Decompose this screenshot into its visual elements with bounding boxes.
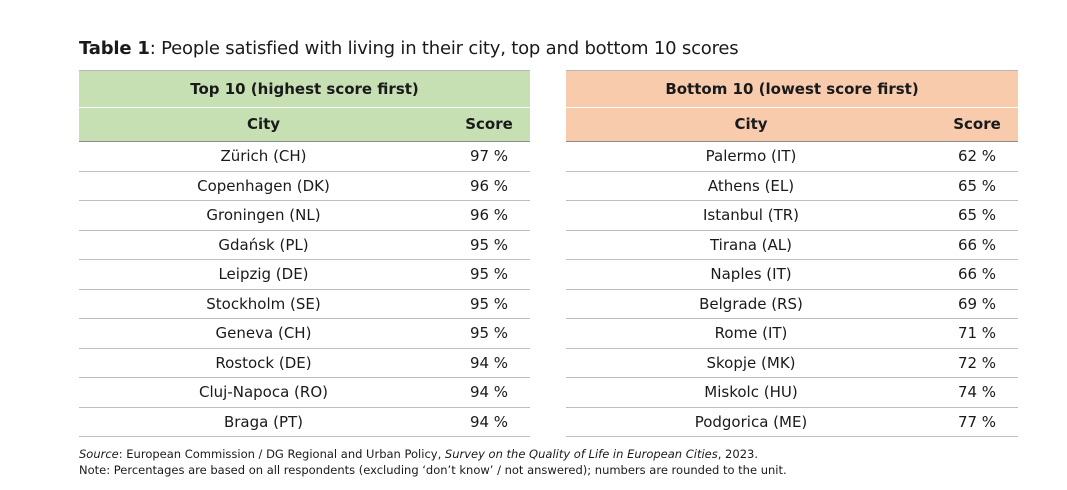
- score-cell: 65 %: [957, 206, 997, 224]
- score-cell: 65 %: [957, 176, 997, 195]
- table-row: Leipzig (DE) 95 %: [79, 260, 530, 290]
- table-row: Gdańsk (PL) 95 %: [79, 231, 530, 260]
- city-cell: Skopje (MK): [706, 353, 796, 372]
- table-row: Athens (EL) 65 %: [566, 172, 1018, 201]
- city-cell: Rostock (DE): [215, 353, 312, 372]
- table-row: Istanbul (TR) 65 %: [566, 201, 1018, 231]
- top-10-score-column-header: Score: [465, 115, 513, 133]
- city-cell: Cluj-Napoca (RO): [199, 383, 328, 401]
- table-row: Palermo (IT) 62 %: [566, 142, 1018, 172]
- city-cell: Miskolc (HU): [704, 383, 798, 401]
- score-cell: 95 %: [469, 265, 509, 283]
- score-cell: 62 %: [957, 147, 997, 165]
- table-row: Stockholm (SE) 95 %: [79, 290, 530, 319]
- score-cell: 71 %: [957, 324, 997, 342]
- city-cell: Gdańsk (PL): [218, 235, 309, 254]
- city-cell: Geneva (CH): [215, 324, 312, 342]
- table-row: Cluj-Napoca (RO) 94 %: [79, 378, 530, 408]
- table-row: Podgorica (ME) 77 %: [566, 408, 1018, 437]
- city-cell: Tirana (AL): [709, 235, 793, 254]
- city-cell: Belgrade (RS): [699, 294, 803, 313]
- table-label: Table 1: [79, 38, 150, 59]
- bottom-10-header: Bottom 10 (lowest score first): [566, 70, 1018, 107]
- top-10-rows: Zürich (CH) 97 % Copenhagen (DK) 96 % Gron…: [79, 142, 530, 437]
- top-10-table: Top 10 (highest score first) City Score …: [79, 70, 530, 437]
- score-cell: 77 %: [957, 412, 997, 431]
- city-cell: Podgorica (ME): [694, 412, 808, 431]
- table-row: Belgrade (RS) 69 %: [566, 290, 1018, 319]
- city-cell: Leipzig (DE): [218, 265, 309, 283]
- bottom-10-table: Bottom 10 (lowest score first) City Scor…: [566, 70, 1018, 437]
- score-cell: 66 %: [957, 235, 997, 254]
- score-cell: 94 %: [469, 412, 509, 431]
- table-title-text: : People satisfied with living in their …: [149, 38, 739, 59]
- bottom-10-city-column-header: City: [734, 115, 768, 133]
- city-cell: Athens (EL): [707, 176, 795, 195]
- table-row: Geneva (CH) 95 %: [79, 319, 530, 349]
- table-row: Skopje (MK) 72 %: [566, 349, 1018, 378]
- bottom-10-score-column-header: Score: [953, 115, 1001, 133]
- top-10-city-column-header: City: [246, 115, 281, 133]
- table-row: Zürich (CH) 97 %: [79, 142, 530, 172]
- city-cell: Groningen (NL): [206, 206, 321, 224]
- table-row: Miskolc (HU) 74 %: [566, 378, 1018, 408]
- page-title: Table 1: People satisfied with living in…: [79, 38, 739, 59]
- bottom-10-column-headers: City Score: [566, 107, 1018, 142]
- score-cell: 72 %: [957, 353, 997, 372]
- score-cell: 94 %: [469, 383, 509, 401]
- note-line: Note: Percentages are based on all respo…: [79, 463, 787, 477]
- top-10-header: Top 10 (highest score first): [79, 70, 530, 107]
- table-row: Naples (IT) 66 %: [566, 260, 1018, 290]
- city-cell: Copenhagen (DK): [197, 176, 330, 195]
- source-label: Source: [79, 447, 119, 461]
- city-cell: Braga (PT): [223, 412, 304, 431]
- score-cell: 95 %: [469, 294, 509, 313]
- source-line: Source: European Commission / DG Regiona…: [79, 446, 787, 462]
- bottom-10-rows: Palermo (IT) 62 % Athens (EL) 65 % Istanbu…: [566, 142, 1018, 437]
- table-row: Tirana (AL) 66 %: [566, 231, 1018, 260]
- score-cell: 66 %: [957, 265, 997, 283]
- city-cell: Palermo (IT): [705, 147, 797, 165]
- score-cell: 97 %: [469, 147, 509, 165]
- source-year: , 2023.: [717, 447, 758, 461]
- city-cell: Stockholm (SE): [206, 294, 321, 313]
- score-cell: 69 %: [957, 294, 997, 313]
- survey-title: Survey on the Quality of Life in Europea…: [444, 447, 718, 461]
- city-cell: Naples (IT): [710, 265, 792, 283]
- table-row: Rome (IT) 71 %: [566, 319, 1018, 349]
- table-footnotes: Source: European Commission / DG Regiona…: [79, 446, 787, 478]
- table-row: Copenhagen (DK) 96 %: [79, 172, 530, 201]
- table-row: Rostock (DE) 94 %: [79, 349, 530, 378]
- score-cell: 95 %: [469, 324, 509, 342]
- table-row: Braga (PT) 94 %: [79, 408, 530, 437]
- city-cell: Rome (IT): [714, 324, 788, 342]
- score-cell: 74 %: [957, 383, 997, 401]
- score-cell: 96 %: [469, 176, 509, 195]
- score-cell: 94 %: [469, 353, 509, 372]
- top-10-column-headers: City Score: [79, 107, 530, 142]
- score-cell: 96 %: [469, 206, 509, 224]
- city-cell: Zürich (CH): [220, 147, 307, 165]
- score-cell: 95 %: [469, 235, 509, 254]
- table-row: Groningen (NL) 96 %: [79, 201, 530, 231]
- city-cell: Istanbul (TR): [702, 206, 800, 224]
- source-text: : European Commission / DG Regional and …: [118, 447, 445, 461]
